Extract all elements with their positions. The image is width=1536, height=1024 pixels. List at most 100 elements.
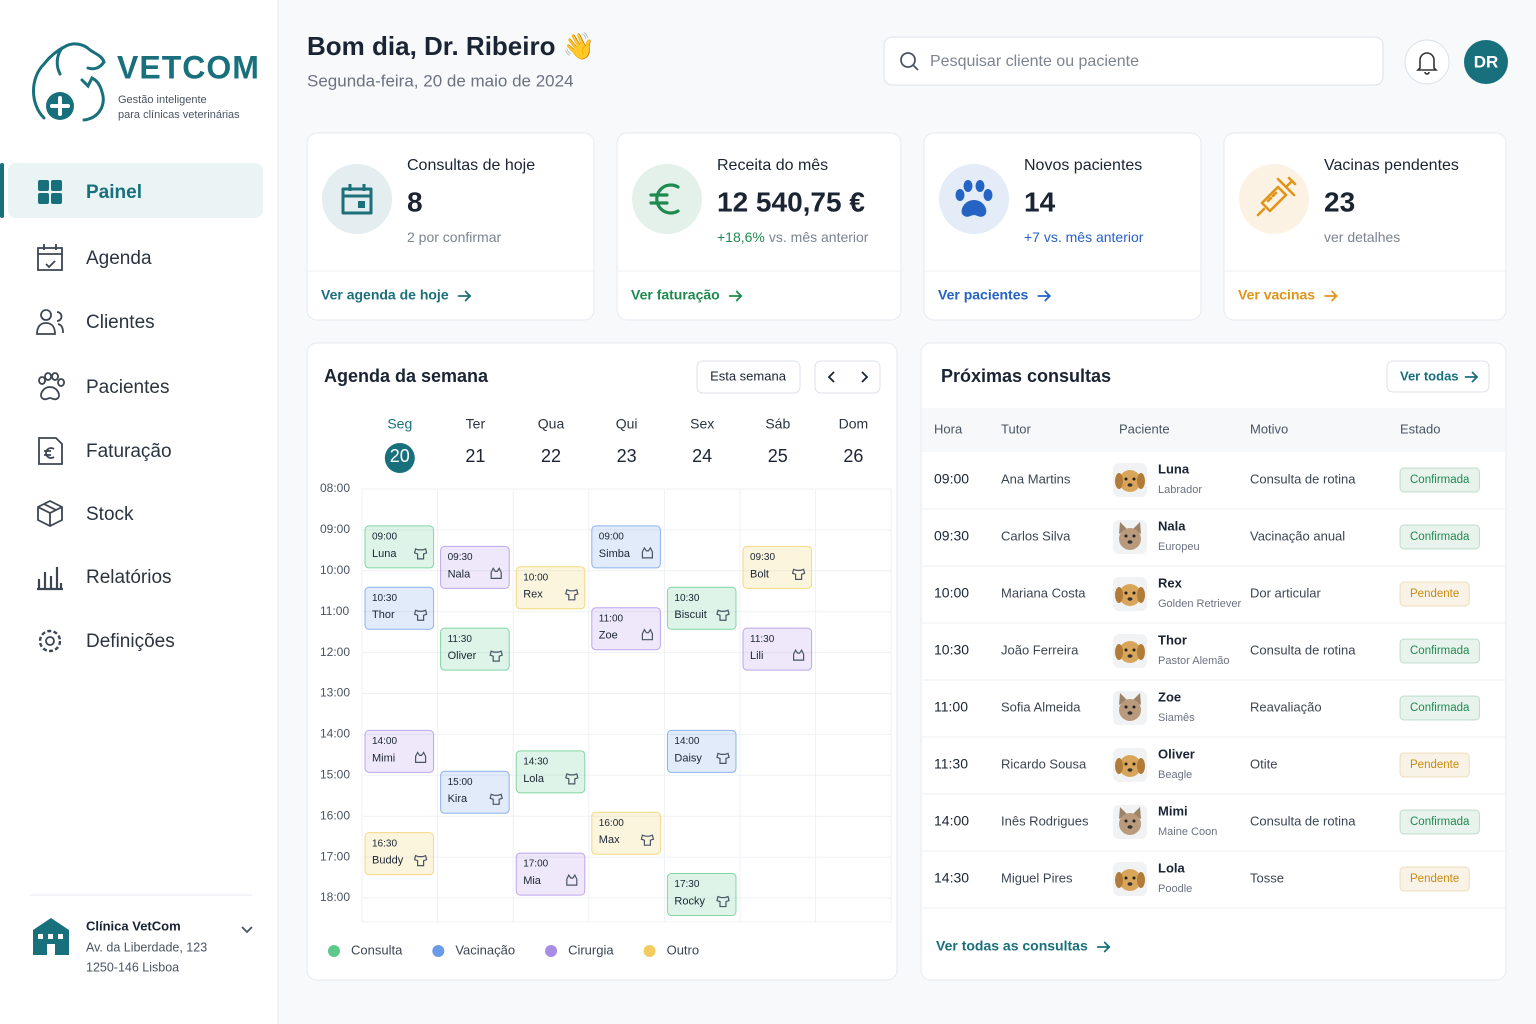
column-header: Motivo: [1250, 421, 1288, 436]
nav-label[interactable]: Clientes: [86, 312, 155, 333]
nav-item[interactable]: Definições: [38, 629, 175, 653]
cat-icon: [490, 567, 502, 579]
agenda-event[interactable]: 10:00 Rex: [515, 566, 586, 610]
hour-label: 18:00: [320, 890, 350, 904]
table-header: [922, 408, 1505, 452]
nav-item[interactable]: Pacientes: [38, 372, 169, 401]
nav-label[interactable]: Faturação: [86, 441, 172, 462]
dog-icon: [489, 793, 503, 805]
patient-name: Oliver: [1158, 746, 1195, 761]
pet-eye: [1124, 819, 1128, 823]
nav-item[interactable]: Relatórios: [37, 567, 172, 591]
agenda-event[interactable]: 11:00 Zoe: [591, 607, 661, 651]
day-name: Dom: [839, 416, 869, 432]
nav-item[interactable]: Painel: [0, 163, 263, 218]
event-bg: [440, 770, 510, 814]
nav-item[interactable]: Faturação: [38, 437, 172, 465]
nav-label[interactable]: Agenda: [86, 248, 152, 269]
nav-label[interactable]: Relatórios: [86, 567, 172, 588]
nav-item[interactable]: Agenda: [37, 244, 152, 271]
agenda-event[interactable]: 09:00 Luna: [364, 525, 435, 569]
view-all-button[interactable]: [1386, 360, 1490, 393]
event-patient: Oliver: [448, 650, 477, 662]
clinic-chevron[interactable]: [241, 926, 253, 934]
appointment-row[interactable]: 11:00 Sofia Almeida Zoe Siamês Reavaliação Co…: [922, 689, 1505, 738]
prev-week[interactable]: [827, 371, 835, 383]
stat-link[interactable]: Ver pacientes: [938, 287, 1028, 303]
week-button[interactable]: [696, 360, 801, 394]
nav-icon: [37, 244, 63, 271]
hour-label: 11:00: [320, 604, 349, 618]
pet-nose: [1127, 597, 1133, 601]
status-label: Pendente: [1410, 759, 1459, 771]
stat-link[interactable]: Ver agenda de hoje: [321, 287, 449, 303]
appointment-time: 10:00: [934, 585, 969, 601]
stat-link[interactable]: Ver vacinas: [1238, 287, 1315, 303]
appointment-row[interactable]: 14:00 Inês Rodrigues Mimi Maine Coon Consult…: [922, 803, 1505, 852]
dog-icon: [565, 773, 579, 785]
appointment-row[interactable]: 10:30 João Ferreira Thor Pastor Alemão Consu…: [922, 632, 1505, 681]
nav-label[interactable]: Painel: [86, 182, 142, 203]
legend-dot: [545, 945, 558, 957]
appointment-row[interactable]: 09:00 Ana Martins Luna Labrador Consulta de …: [922, 461, 1505, 510]
stat-icon: [983, 189, 993, 201]
event-bg: [742, 545, 813, 589]
search-box[interactable]: [883, 36, 1384, 86]
nav-icon: [38, 437, 63, 465]
agenda-event[interactable]: 16:30 Buddy: [364, 832, 435, 876]
agenda-event[interactable]: 11:30 Oliver: [440, 627, 510, 671]
agenda-event[interactable]: 11:30 Lili: [742, 627, 813, 671]
agenda-event[interactable]: 14:00 Daisy: [666, 729, 737, 773]
week-button-label[interactable]: Esta semana: [710, 368, 787, 383]
notifications-button[interactable]: [1404, 39, 1450, 85]
nav-item[interactable]: Clientes: [36, 309, 155, 335]
nav-label[interactable]: Definições: [86, 631, 175, 652]
event-patient: Thor: [372, 609, 395, 621]
event-patient: Bolt: [750, 568, 769, 580]
search-placeholder[interactable]: Pesquisar cliente ou paciente: [930, 53, 1139, 70]
stat-note-text: vs. mês anterior: [769, 229, 869, 245]
event-bg: [440, 627, 510, 671]
appointment-row[interactable]: 09:30 Carlos Silva Nala Europeu Vacinação an…: [922, 518, 1505, 567]
agenda-event[interactable]: 14:00 Mimi: [364, 729, 435, 773]
agenda-event[interactable]: 16:00 Max: [591, 811, 661, 855]
pet-face: [1119, 584, 1141, 606]
event-patient: Max: [599, 834, 620, 846]
agenda-event[interactable]: 09:00 Simba: [591, 525, 661, 569]
view-all-label[interactable]: Ver todas: [1400, 368, 1459, 383]
day-name: Qui: [616, 416, 638, 432]
agenda-event[interactable]: 17:00 Mia: [515, 852, 586, 896]
pet-ears: [1137, 758, 1145, 774]
agenda-event[interactable]: 14:30 Lola: [515, 750, 586, 794]
event-patient: Buddy: [372, 855, 404, 867]
nav-item[interactable]: Stock: [37, 499, 134, 528]
appointment-row[interactable]: 14:30 Miguel Pires Lola Poodle Tosse Pendente: [922, 860, 1505, 909]
stat-link[interactable]: Ver faturação: [631, 287, 720, 303]
agenda-event[interactable]: 15:00 Kira: [440, 770, 510, 814]
tutor-name: Sofia Almeida: [1001, 699, 1081, 714]
agenda-event[interactable]: 09:30 Bolt: [742, 545, 813, 589]
stat-note-text: 2 por confirmar: [407, 229, 501, 245]
agenda-event[interactable]: 10:30 Thor: [364, 586, 435, 630]
agenda-event[interactable]: 09:30 Nala: [440, 545, 510, 589]
view-all-appointments[interactable]: Ver todas as consultas: [936, 938, 1088, 954]
stat-card: Receita do mês 12 540,75 € +18,6% vs. mês a…: [616, 132, 902, 321]
dog-icon: [565, 589, 579, 601]
stat-change: +18,6%: [717, 229, 765, 245]
appointment-reason: Reavaliação: [1250, 699, 1322, 714]
week-calendar: 08:00 09:00 10:00 11:00 12:00 13:00 14:00 15:00…: [320, 416, 892, 957]
stat-card: Vacinas pendentes 23 ver detalhes Ver vacin…: [1223, 132, 1507, 321]
pet-ears: [1115, 758, 1123, 774]
agenda-event[interactable]: 10:30 Biscuit: [666, 586, 737, 630]
user-initials[interactable]: DR: [1474, 52, 1499, 71]
user-avatar[interactable]: [1464, 40, 1508, 84]
next-week[interactable]: [861, 371, 869, 383]
nav-label[interactable]: Pacientes: [86, 377, 169, 398]
agenda-event[interactable]: 17:30 Rocky: [666, 873, 737, 917]
nav-label[interactable]: Stock: [86, 504, 134, 525]
pet-eye: [1124, 534, 1128, 538]
appointment-row[interactable]: 11:30 Ricardo Sousa Oliver Beagle Otite Pende…: [922, 746, 1505, 795]
appointment-row[interactable]: 10:00 Mariana Costa Rex Golden Retriever Dor…: [922, 575, 1505, 624]
clinic-icon: [33, 918, 69, 955]
